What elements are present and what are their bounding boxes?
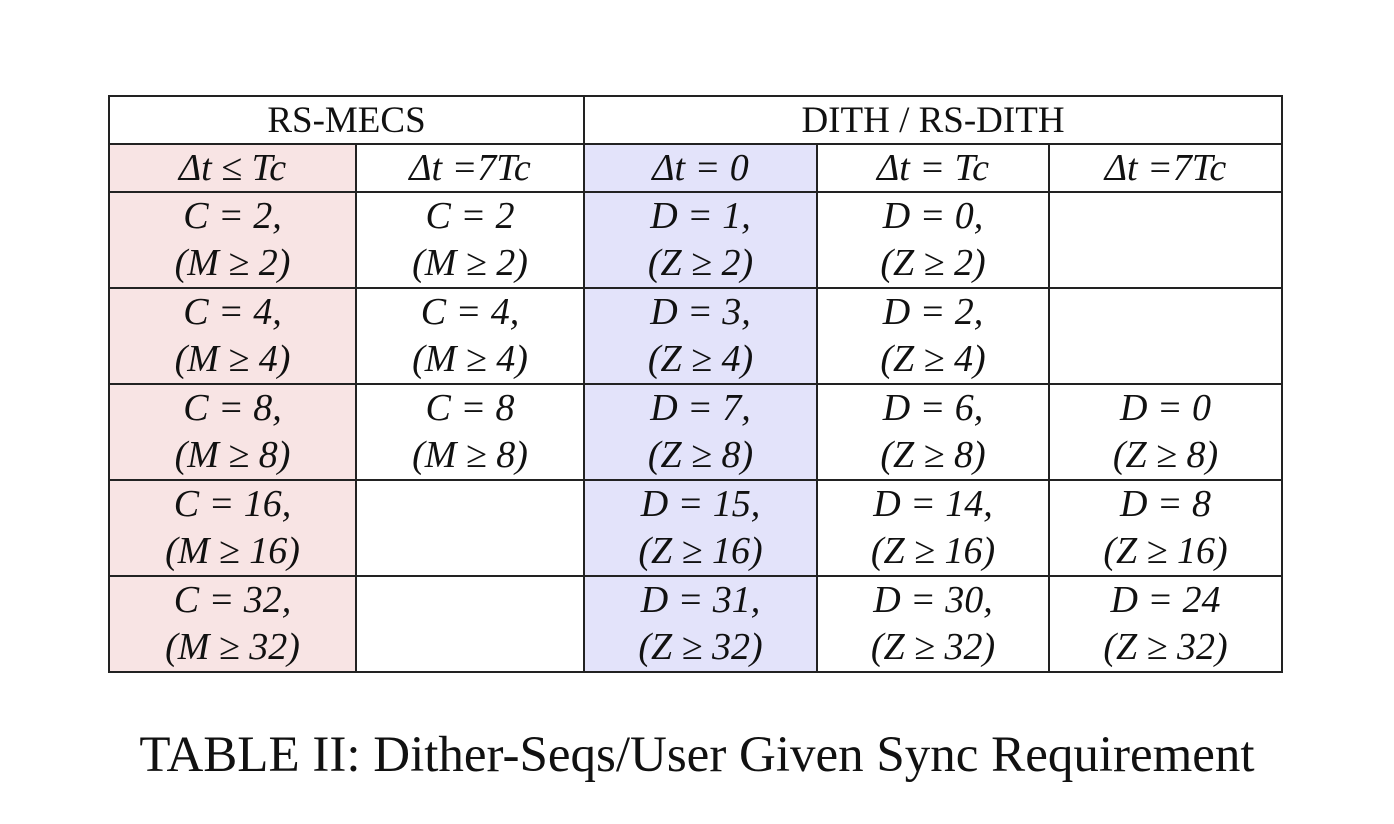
cell-line: D = 15,	[640, 483, 761, 525]
table-cell: C = 4, (M ≥ 4)	[108, 287, 357, 385]
sync-requirement-table: RS-MECS DITH / RS-DITH Δt ≤ Tc Δt =7Tc Δt = …	[108, 95, 1283, 673]
cell-line: D = 8	[1119, 483, 1212, 525]
table-cell: D = 0, (Z ≥ 2)	[816, 191, 1050, 289]
cell-line: (M ≥ 8)	[174, 434, 291, 476]
table-cell	[355, 575, 585, 673]
table-cell: D = 7, (Z ≥ 8)	[583, 383, 818, 481]
table-cell: D = 30, (Z ≥ 32)	[816, 575, 1050, 673]
column-header: Δt = 0	[583, 143, 818, 193]
column-header: Δt =7Tc	[1048, 143, 1283, 193]
table-row: C = 2, (M ≥ 2) C = 2 (M ≥ 2) D = 1, (Z ≥ 2) D …	[108, 191, 1283, 289]
group-header-row: RS-MECS DITH / RS-DITH	[108, 95, 1283, 145]
table-cell: D = 0 (Z ≥ 8)	[1048, 383, 1283, 481]
table-row: C = 8, (M ≥ 8) C = 8 (M ≥ 8) D = 7, (Z ≥ 8) D …	[108, 383, 1283, 481]
table-cell: C = 32, (M ≥ 32)	[108, 575, 357, 673]
cell-line: D = 31,	[640, 579, 761, 621]
cell-line: (Z ≥ 32)	[870, 626, 996, 668]
table-cell	[1048, 191, 1283, 289]
cell-line: (Z ≥ 16)	[870, 530, 996, 572]
table-cell: D = 24 (Z ≥ 32)	[1048, 575, 1283, 673]
column-header-row: Δt ≤ Tc Δt =7Tc Δt = 0 Δt = Tc Δt =7Tc	[108, 143, 1283, 193]
table-cell: D = 3, (Z ≥ 4)	[583, 287, 818, 385]
table-cell: C = 2 (M ≥ 2)	[355, 191, 585, 289]
table-cell: D = 8 (Z ≥ 16)	[1048, 479, 1283, 577]
group-header: DITH / RS-DITH	[583, 95, 1283, 145]
cell-line: (M ≥ 8)	[412, 434, 528, 476]
cell-line: (Z ≥ 32)	[1103, 626, 1228, 668]
table-cell: D = 14, (Z ≥ 16)	[816, 479, 1050, 577]
cell-line: (Z ≥ 32)	[638, 626, 763, 668]
column-header: Δt = Tc	[816, 143, 1050, 193]
cell-line: (Z ≥ 16)	[1103, 530, 1228, 572]
cell-line: (Z ≥ 4)	[647, 338, 754, 380]
table-cell: C = 16, (M ≥ 16)	[108, 479, 357, 577]
cell-line: (Z ≥ 16)	[638, 530, 763, 572]
table-cell: D = 6, (Z ≥ 8)	[816, 383, 1050, 481]
table-caption: TABLE II: Dither-Seqs/User Given Sync Re…	[139, 727, 1255, 783]
table-cell: D = 1, (Z ≥ 2)	[583, 191, 818, 289]
cell-line: (M ≥ 2)	[412, 242, 528, 284]
cell-line: (Z ≥ 2)	[647, 242, 754, 284]
table-row: C = 4, (M ≥ 4) C = 4, (M ≥ 4) D = 3, (Z ≥ 4) D…	[108, 287, 1283, 385]
cell-line: (M ≥ 4)	[174, 338, 291, 380]
table-cell: D = 15, (Z ≥ 16)	[583, 479, 818, 577]
table-cell: C = 2, (M ≥ 2)	[108, 191, 357, 289]
cell-line: D = 6,	[882, 387, 984, 429]
cell-line: D = 24	[1110, 579, 1221, 621]
cell-line: C = 4,	[183, 291, 282, 333]
cell-line: C = 8,	[183, 387, 282, 429]
cell-line: C = 16,	[173, 483, 292, 525]
table-row: C = 16, (M ≥ 16) D = 15, (Z ≥ 16) D = 14, (Z …	[108, 479, 1283, 577]
cell-line: (M ≥ 4)	[412, 338, 528, 380]
cell-line: C = 2	[425, 195, 515, 237]
cell-line: (Z ≥ 8)	[1112, 434, 1219, 476]
cell-line: C = 8	[425, 387, 515, 429]
cell-line: (M ≥ 16)	[165, 530, 300, 572]
table-cell: C = 4, (M ≥ 4)	[355, 287, 585, 385]
table-cell: C = 8, (M ≥ 8)	[108, 383, 357, 481]
cell-line: (M ≥ 2)	[174, 242, 291, 284]
cell-line: D = 30,	[873, 579, 993, 621]
cell-line: D = 0	[1119, 387, 1212, 429]
cell-line: C = 4,	[420, 291, 520, 333]
cell-line: D = 1,	[650, 195, 751, 237]
cell-line: C = 2,	[183, 195, 282, 237]
table-cell: D = 2, (Z ≥ 4)	[816, 287, 1050, 385]
group-header: RS-MECS	[108, 95, 585, 145]
table-body: RS-MECS DITH / RS-DITH Δt ≤ Tc Δt =7Tc Δt = …	[108, 95, 1283, 673]
cell-line: D = 3,	[650, 291, 751, 333]
cell-line: (Z ≥ 8)	[880, 434, 986, 476]
table-row: C = 32, (M ≥ 32) D = 31, (Z ≥ 32) D = 30, (Z …	[108, 575, 1283, 673]
table-cell	[355, 479, 585, 577]
cell-line: (Z ≥ 4)	[880, 338, 986, 380]
table-cell: C = 8 (M ≥ 8)	[355, 383, 585, 481]
table-cell	[1048, 287, 1283, 385]
cell-line: (M ≥ 32)	[165, 626, 300, 668]
cell-line: (Z ≥ 8)	[647, 434, 754, 476]
column-header: Δt =7Tc	[355, 143, 585, 193]
cell-line: D = 2,	[882, 291, 984, 333]
cell-line: D = 0,	[882, 195, 984, 237]
table-cell: D = 31, (Z ≥ 32)	[583, 575, 818, 673]
cell-line: C = 32,	[173, 579, 292, 621]
cell-line: D = 14,	[873, 483, 993, 525]
column-header: Δt ≤ Tc	[108, 143, 357, 193]
cell-line: D = 7,	[650, 387, 751, 429]
cell-line: (Z ≥ 2)	[880, 242, 986, 284]
